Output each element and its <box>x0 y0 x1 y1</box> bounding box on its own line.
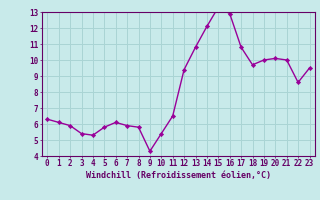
X-axis label: Windchill (Refroidissement éolien,°C): Windchill (Refroidissement éolien,°C) <box>86 171 271 180</box>
